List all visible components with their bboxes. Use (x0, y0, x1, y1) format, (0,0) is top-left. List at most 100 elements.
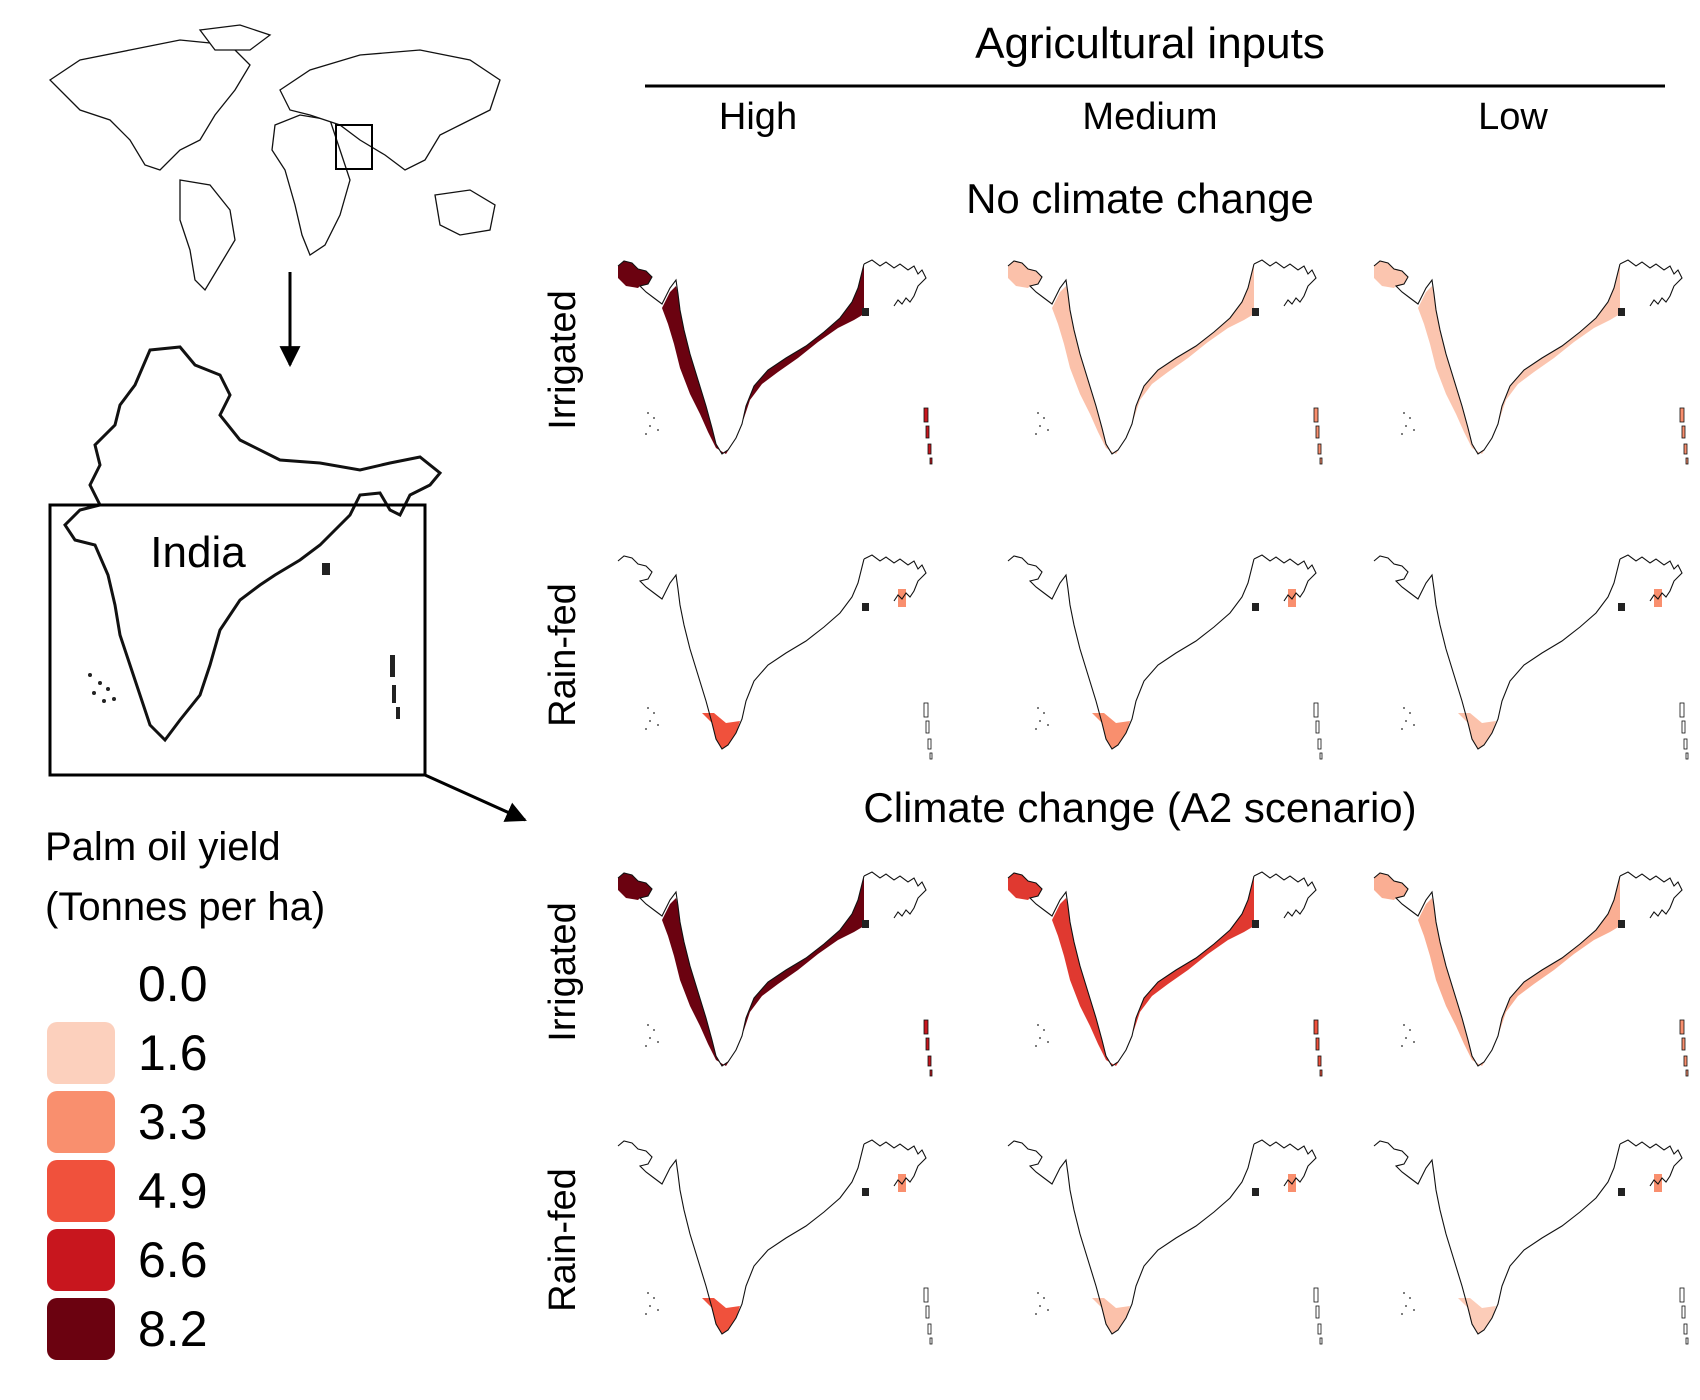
legend-label-2: 3.3 (138, 1094, 208, 1150)
lakshadweep-dot (647, 707, 649, 709)
legend-label-0: 0.0 (138, 956, 208, 1012)
lakshadweep-dot (1405, 720, 1407, 722)
legend-swatch-2 (47, 1091, 115, 1153)
yield-region-ne (898, 589, 906, 607)
delta-mark (1618, 308, 1625, 316)
lakshadweep-dot (1403, 412, 1405, 414)
delta-mark (862, 603, 869, 611)
india-inset-map (63, 345, 443, 743)
andaman-islands (392, 685, 396, 703)
border-line (1619, 554, 1683, 602)
lakshadweep-dot (1401, 728, 1403, 730)
lakshadweep-dot (645, 728, 647, 730)
row-label-rain-fed: Rain-fed (542, 1168, 584, 1312)
map-panel-1-1-1 (1007, 1139, 1323, 1345)
lakshadweep-dot (653, 1029, 655, 1031)
andaman-islands (1679, 1019, 1689, 1077)
legend-swatch-3 (47, 1160, 115, 1222)
legend-label-3: 4.9 (138, 1163, 208, 1219)
yield-region (1458, 1298, 1496, 1334)
delta-mark (1252, 920, 1259, 928)
andaman-islands (1313, 1019, 1323, 1077)
border-line (863, 1139, 927, 1187)
lakshadweep-dot (1039, 1305, 1041, 1307)
andaman-islands (396, 707, 400, 719)
border-line (863, 554, 927, 602)
column-header-low: Low (1478, 96, 1548, 138)
legend-label-1: 1.6 (138, 1025, 208, 1081)
yield-region (702, 1298, 740, 1334)
coastline (1007, 1140, 1255, 1335)
lakshadweep-dot (645, 433, 647, 435)
andaman-islands (923, 702, 933, 760)
border-line (1253, 554, 1317, 602)
lakshadweep-dot (1043, 1029, 1045, 1031)
lakshadweep-dot (1401, 1045, 1403, 1047)
lakshadweep-dot (1037, 1292, 1039, 1294)
lakshadweep-dot (653, 1297, 655, 1299)
legend-label-5: 8.2 (138, 1301, 208, 1357)
lakshadweep-dot (1039, 1037, 1041, 1039)
lakshadweep-dot (1413, 429, 1415, 431)
map-panel-1-1-2 (1373, 1139, 1689, 1345)
delta-mark (322, 563, 330, 575)
lakshadweep-dot (657, 1309, 659, 1311)
map-panel-0-1-0 (617, 554, 933, 760)
legend-swatch-5 (47, 1298, 115, 1360)
legend-subtitle: (Tonnes per ha) (45, 885, 325, 929)
row-label-irrigated: Irrigated (542, 290, 584, 429)
delta-mark (862, 920, 869, 928)
coastline (617, 1140, 865, 1335)
andaman-islands (923, 407, 933, 465)
coastline (617, 555, 865, 750)
continent-outline (179, 179, 236, 292)
lakshadweep-dot (92, 691, 96, 695)
coastline (1007, 872, 1255, 1067)
andaman-islands (390, 655, 395, 677)
yield-region-ne (1654, 589, 1662, 607)
lakshadweep-dot (1035, 728, 1037, 730)
zoom-arrow-right (424, 773, 527, 822)
legend-title: Palm oil yield (45, 825, 281, 869)
legend-label-4: 6.6 (138, 1232, 208, 1288)
yield-region (702, 713, 740, 749)
legend-swatch-1 (47, 1022, 115, 1084)
lakshadweep-dot (1039, 720, 1041, 722)
yield-region (1458, 713, 1496, 749)
coastline (1373, 1140, 1621, 1335)
delta-mark (1618, 920, 1625, 928)
coastline (1007, 260, 1255, 455)
column-header-medium: Medium (1082, 96, 1217, 138)
delta-mark (1252, 1188, 1259, 1196)
lakshadweep-dot (102, 699, 106, 703)
lakshadweep-dot (1403, 1292, 1405, 1294)
world-map (48, 24, 501, 292)
lakshadweep-dot (1035, 433, 1037, 435)
lakshadweep-dot (1413, 724, 1415, 726)
peninsula-extent-box (48, 503, 427, 777)
coastline (1373, 555, 1621, 750)
delta-mark (862, 308, 869, 316)
map-panel-0-0-0 (617, 259, 933, 465)
border-line (1619, 1139, 1683, 1187)
lakshadweep-dot (1043, 417, 1045, 419)
lakshadweep-dot (1409, 1297, 1411, 1299)
border-line (863, 259, 927, 307)
lakshadweep-dot (1047, 1309, 1049, 1311)
delta-mark (1618, 1188, 1625, 1196)
lakshadweep-dot (1047, 1041, 1049, 1043)
lakshadweep-dot (647, 1292, 649, 1294)
lakshadweep-dot (1037, 707, 1039, 709)
border-line (1619, 871, 1683, 919)
lakshadweep-dot (657, 429, 659, 431)
lakshadweep-dot (645, 1313, 647, 1315)
coastline (1373, 872, 1621, 1067)
continent-outline (279, 49, 501, 171)
lakshadweep-dot (649, 425, 651, 427)
lakshadweep-dot (1043, 1297, 1045, 1299)
lakshadweep-dot (1035, 1313, 1037, 1315)
continent-outline (271, 114, 351, 256)
lakshadweep-dot (1037, 1024, 1039, 1026)
lakshadweep-dot (649, 1037, 651, 1039)
